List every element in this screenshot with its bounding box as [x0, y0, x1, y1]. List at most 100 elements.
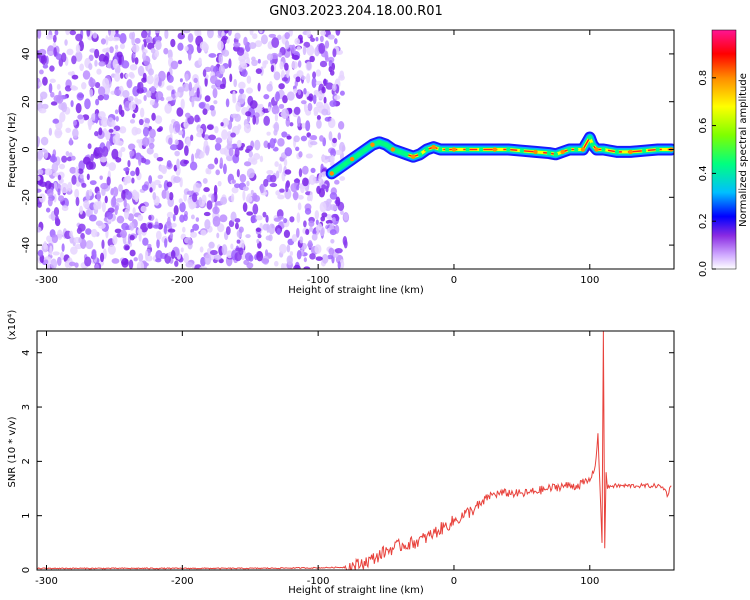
noise-speckle [112, 235, 118, 245]
noise-speckle [243, 123, 252, 134]
noise-speckle [318, 42, 326, 54]
colorbar-tick-label: 0.6 [698, 118, 709, 134]
noise-speckle [163, 47, 169, 55]
noise-speckle [234, 147, 240, 158]
noise-speckle [259, 30, 263, 34]
noise-speckle [165, 96, 174, 102]
noise-speckle [154, 74, 159, 84]
noise-speckle [170, 250, 176, 259]
signal-point [465, 147, 470, 152]
noise-speckle [61, 155, 68, 163]
noise-speckle [121, 60, 130, 69]
noise-speckle [243, 36, 248, 46]
noise-speckle [300, 100, 307, 105]
noise-speckle [140, 157, 147, 164]
noise-speckle [245, 195, 253, 203]
noise-speckle [166, 211, 174, 219]
noise-speckle [160, 96, 165, 102]
noise-speckle [37, 249, 44, 257]
noise-speckle [137, 214, 144, 222]
noise-speckle [46, 235, 52, 243]
noise-speckle [59, 111, 66, 123]
noise-speckle [132, 207, 136, 215]
noise-speckle [79, 63, 84, 71]
noise-speckle [75, 196, 80, 207]
noise-speckle [246, 145, 253, 152]
noise-speckle [132, 85, 140, 97]
noise-speckle [78, 237, 82, 244]
noise-speckle [230, 113, 239, 119]
noise-speckle [190, 134, 194, 142]
noise-speckle [266, 131, 271, 136]
noise-speckle [127, 213, 134, 222]
noise-speckle [338, 141, 346, 153]
noise-speckle [141, 184, 149, 191]
noise-speckle [88, 189, 93, 197]
noise-speckle [193, 77, 198, 84]
noise-speckle [114, 72, 121, 82]
noise-speckle [65, 150, 70, 157]
noise-speckle [209, 75, 218, 84]
noise-speckle [61, 205, 69, 212]
signal-point [655, 147, 660, 152]
noise-speckle [245, 111, 252, 117]
noise-speckle [39, 181, 48, 187]
noise-speckle [281, 131, 288, 138]
signal-point [641, 148, 647, 153]
noise-speckle [127, 95, 134, 102]
noise-speckle [199, 151, 205, 159]
noise-speckle [222, 163, 227, 175]
signal-point [404, 152, 409, 157]
noise-speckle [335, 149, 343, 155]
noise-speckle [235, 101, 241, 113]
noise-speckle [299, 236, 304, 244]
noise-speckle [98, 53, 107, 63]
noise-speckle [254, 139, 261, 151]
noise-speckle [297, 60, 302, 68]
noise-speckle [227, 30, 232, 36]
snr-panel: -300 -200 -100 0 100 0 1 2 3 4 Height of straigh… [7, 310, 675, 596]
noise-speckle [134, 127, 142, 135]
noise-speckle [289, 216, 295, 223]
noise-speckle [283, 229, 291, 239]
noise-speckle [70, 85, 77, 90]
noise-speckle [126, 78, 133, 89]
noise-speckle [89, 180, 97, 186]
noise-speckle [334, 38, 338, 45]
noise-speckle [169, 144, 178, 151]
noise-speckle [183, 122, 189, 129]
noise-speckle [129, 150, 135, 157]
noise-speckle [48, 83, 53, 94]
noise-speckle [120, 146, 126, 153]
noise-speckle [266, 83, 273, 92]
noise-speckle [315, 36, 319, 42]
noise-speckle [315, 256, 323, 261]
noise-speckle [296, 115, 301, 127]
noise-speckle [309, 135, 317, 140]
noise-speckle [243, 259, 250, 266]
noise-speckle [98, 86, 106, 97]
noise-speckle [303, 88, 307, 95]
snr-ytick-label: 2 [21, 458, 32, 464]
noise-speckle [69, 137, 73, 146]
noise-speckle [156, 156, 164, 162]
noise-speckle [216, 79, 222, 87]
noise-speckle [47, 197, 53, 207]
noise-speckle [53, 207, 60, 217]
noise-speckle [268, 33, 277, 38]
noise-speckle [108, 30, 112, 36]
noise-speckle [131, 36, 135, 46]
noise-speckle [129, 73, 135, 79]
noise-speckle [255, 215, 263, 221]
noise-speckle [42, 76, 48, 86]
noise-speckle [144, 250, 149, 261]
noise-speckle [85, 209, 91, 217]
noise-speckle [130, 170, 136, 177]
noise-speckle [241, 93, 247, 99]
noise-speckle [214, 202, 218, 213]
noise-speckle [339, 176, 346, 182]
noise-speckle [249, 30, 254, 36]
noise-speckle [176, 158, 180, 170]
noise-speckle [188, 81, 193, 92]
signal-point [444, 147, 450, 152]
